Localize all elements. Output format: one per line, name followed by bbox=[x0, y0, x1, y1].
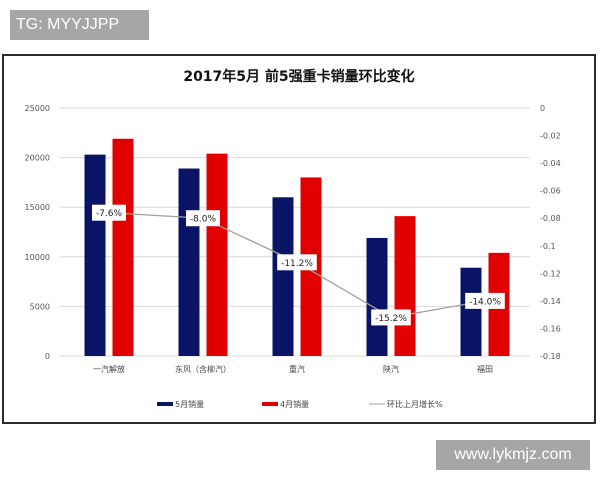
bar bbox=[366, 237, 388, 356]
left-axis-tick: 15000 bbox=[25, 203, 50, 212]
bar bbox=[178, 168, 200, 356]
bar bbox=[112, 138, 134, 356]
bar bbox=[84, 154, 106, 356]
legend-label: 4月销量 bbox=[280, 399, 309, 409]
right-axis-tick: -0.1 bbox=[540, 242, 556, 251]
bar bbox=[394, 216, 416, 356]
watermark-bottom: www.lykmjz.com bbox=[436, 440, 590, 470]
watermark-top: TG: MYYJJPP bbox=[10, 10, 149, 40]
data-label-box bbox=[371, 309, 411, 326]
data-label: -15.2% bbox=[375, 314, 407, 324]
right-axis-tick: -0.14 bbox=[540, 297, 561, 306]
right-axis-tick: -0.04 bbox=[540, 159, 561, 168]
legend-swatch bbox=[157, 402, 173, 406]
left-axis-ticks: 0 5000 10000 15000 20000 25000 bbox=[25, 104, 50, 361]
legend-swatch bbox=[262, 402, 278, 406]
bar bbox=[206, 153, 228, 356]
left-axis-tick: 5000 bbox=[30, 302, 50, 311]
left-axis-tick: 10000 bbox=[25, 253, 50, 262]
chart-title: 2017年5月 前5强重卡销量环比变化 bbox=[183, 69, 415, 85]
right-axis-tick: -0.12 bbox=[540, 269, 561, 278]
category-label: 东风（含柳汽） bbox=[175, 364, 231, 374]
bars bbox=[84, 138, 510, 356]
category-label: 陕汽 bbox=[383, 364, 399, 374]
legend-label: 5月销量 bbox=[175, 399, 204, 409]
left-axis-tick: 20000 bbox=[25, 154, 50, 163]
data-label-box bbox=[465, 292, 505, 309]
right-axis-tick: 0 bbox=[540, 104, 545, 113]
category-label: 一汽解放 bbox=[93, 364, 125, 374]
data-label-box bbox=[92, 204, 126, 221]
data-label: -14.0% bbox=[469, 297, 501, 307]
left-axis-tick: 25000 bbox=[25, 104, 50, 113]
right-axis-tick: -0.16 bbox=[540, 324, 561, 333]
legend: 5月销量 4月销量 环比上月增长% bbox=[157, 399, 443, 409]
category-label: 福田 bbox=[477, 365, 493, 374]
left-axis-tick: 0 bbox=[45, 352, 50, 361]
right-axis-tick: -0.18 bbox=[540, 352, 561, 361]
data-label-box bbox=[277, 254, 317, 271]
data-label: -11.2% bbox=[281, 259, 313, 269]
data-labels: -7.6% -8.0% -11.2% -15.2% -14.0% bbox=[92, 204, 505, 326]
data-label: -8.0% bbox=[190, 215, 217, 225]
right-axis-tick: -0.08 bbox=[540, 214, 561, 223]
data-label: -7.6% bbox=[96, 209, 123, 219]
bar bbox=[460, 267, 482, 356]
legend-label: 环比上月增长% bbox=[387, 399, 443, 409]
data-label-box bbox=[186, 210, 220, 227]
category-labels: 一汽解放 东风（含柳汽） 重汽 陕汽 福田 bbox=[93, 364, 493, 374]
category-label: 重汽 bbox=[289, 364, 305, 374]
right-axis-ticks: 0 -0.02 -0.04 -0.06 -0.08 -0.1 -0.12 -0.14 -0.16… bbox=[540, 104, 561, 361]
right-axis-tick: -0.02 bbox=[540, 132, 561, 141]
bar bbox=[272, 197, 294, 356]
right-axis-tick: -0.06 bbox=[540, 187, 561, 196]
